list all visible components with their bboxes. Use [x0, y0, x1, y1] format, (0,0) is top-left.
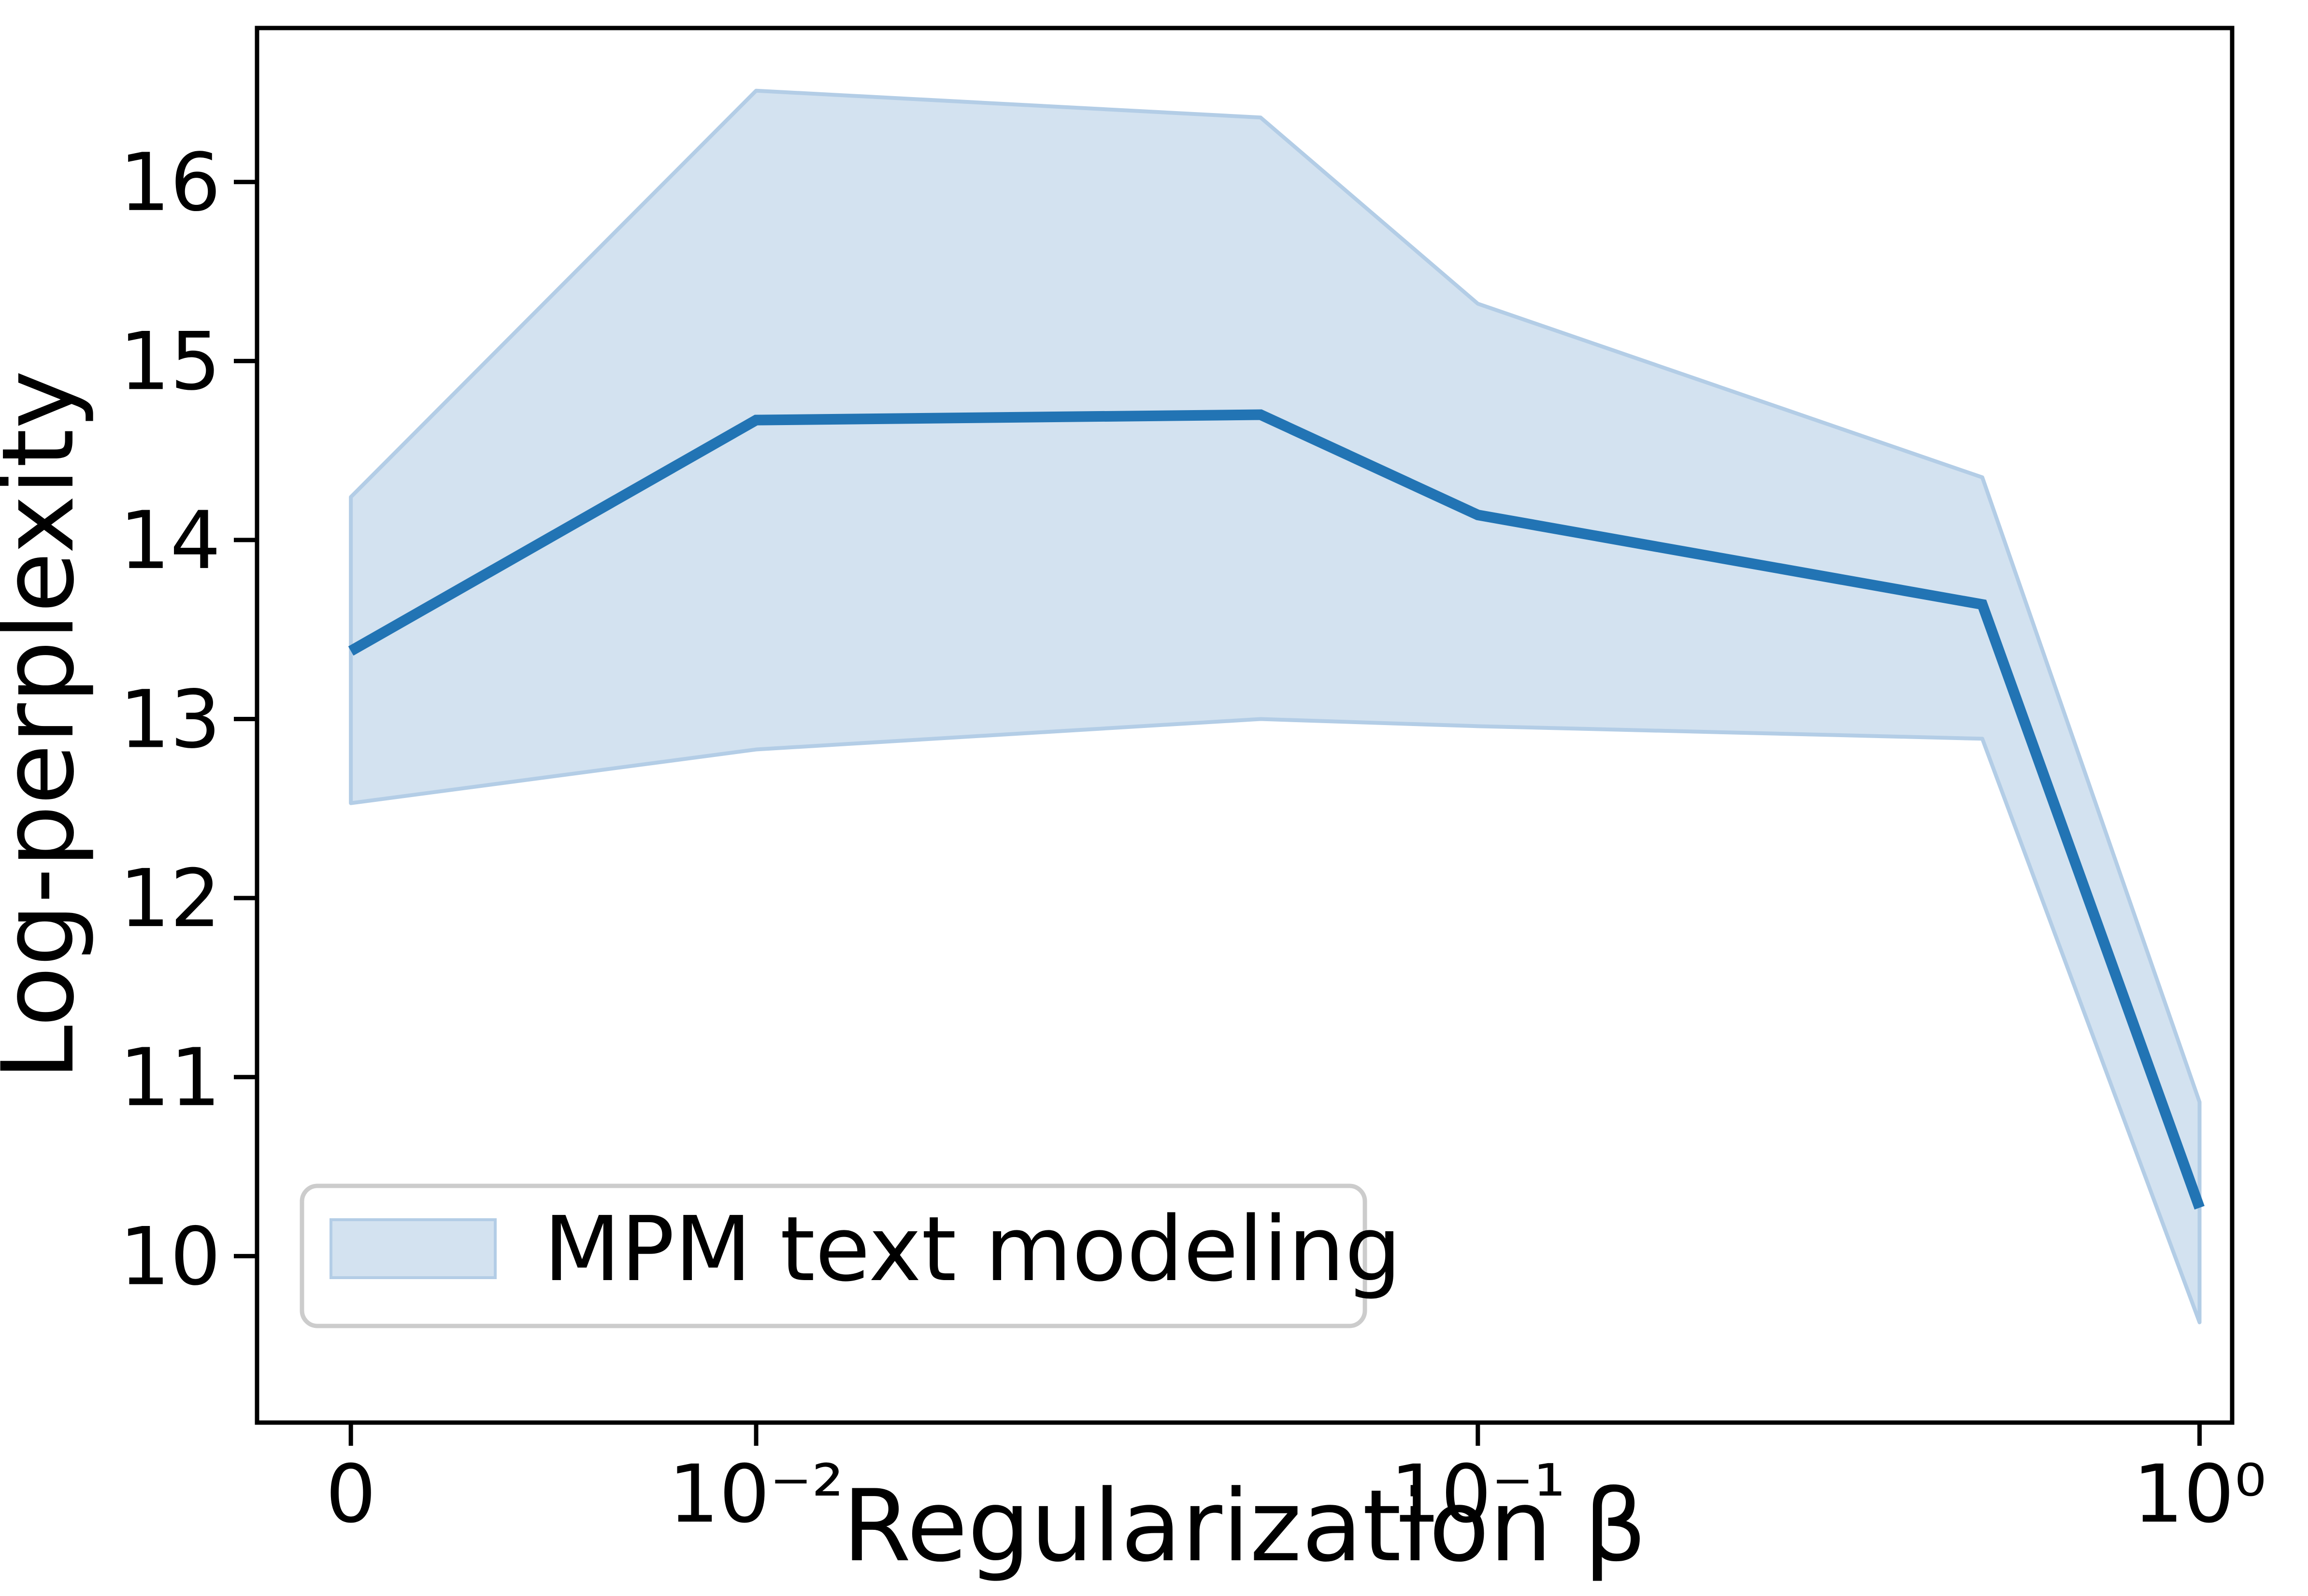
- y-tick-label: 14: [119, 494, 221, 587]
- mean-line: [348, 409, 2205, 1210]
- legend-label: MPM text modeling: [544, 1197, 1402, 1301]
- y-tick-label: 10: [119, 1210, 221, 1303]
- legend-band-swatch: [330, 1218, 497, 1279]
- y-axis-label: Log-perplexity: [0, 370, 96, 1080]
- x-axis-label: Regularization β: [842, 1469, 1647, 1584]
- axes-spines: [255, 26, 2235, 1425]
- x-axis-ticks: 0 10⁻² 10⁻¹ 10⁰: [326, 1423, 2266, 1540]
- x-tick-label: 0: [326, 1448, 376, 1540]
- y-tick-label: 11: [119, 1031, 221, 1124]
- x-tick-label: 10⁻²: [668, 1448, 844, 1540]
- x-tick-label: 10⁻¹: [1390, 1448, 1565, 1540]
- x-tick-label: 10⁰: [2133, 1448, 2266, 1540]
- y-axis-ticks: 10 11 12 13 14 15 16: [119, 136, 257, 1303]
- legend-box: [300, 1183, 1367, 1328]
- y-tick-label: 15: [119, 315, 221, 408]
- plot-area: [255, 26, 2235, 1425]
- y-tick-label: 16: [119, 136, 221, 229]
- y-tick-label: 12: [119, 852, 221, 945]
- y-tick-label: 13: [119, 673, 221, 766]
- confidence-band: [349, 88, 2202, 1325]
- legend: MPM text modeling: [300, 1183, 1402, 1328]
